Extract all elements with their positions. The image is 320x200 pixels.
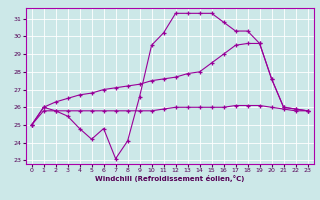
X-axis label: Windchill (Refroidissement éolien,°C): Windchill (Refroidissement éolien,°C) [95, 175, 244, 182]
